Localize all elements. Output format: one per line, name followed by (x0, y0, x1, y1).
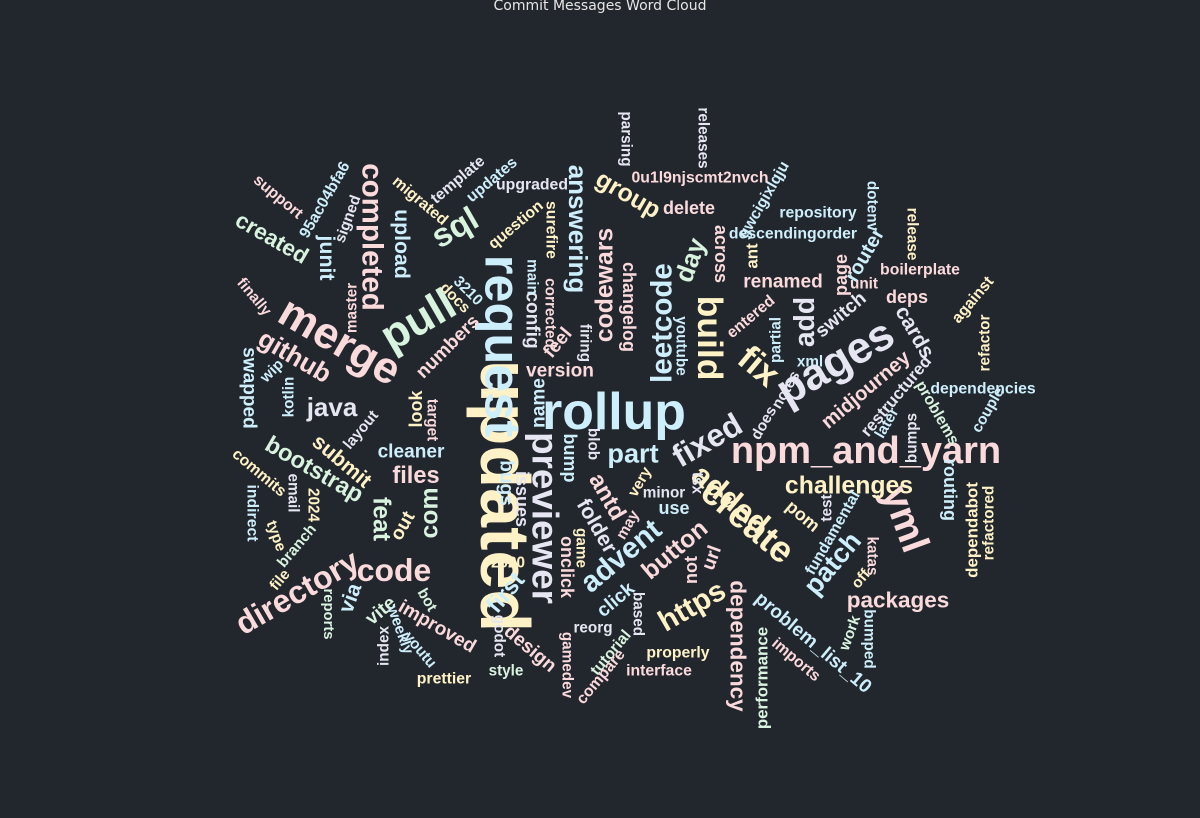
word-updated: updated (466, 360, 544, 632)
word-katas: katas (864, 536, 881, 575)
word-minor: minor (643, 485, 686, 502)
word-bump: bump (560, 434, 580, 483)
word-upload: upload (390, 209, 414, 279)
word-changelog: changelog (619, 262, 639, 352)
word-not: not (681, 556, 701, 584)
word-game: game (573, 528, 590, 568)
word-look: look (406, 390, 426, 428)
word-interface: interface (626, 663, 692, 680)
word-index: index (376, 626, 393, 666)
word-dependabot: dependabot (963, 482, 982, 578)
word-refactor: refactor (977, 314, 994, 371)
word-deps: deps (886, 287, 928, 307)
word-java: java (306, 392, 358, 422)
word-delete: delete (663, 198, 715, 218)
word-routing: routing (940, 459, 960, 521)
word-renamed: renamed (743, 272, 823, 293)
word-bumped: bumped (861, 609, 878, 669)
word-issues: issues (512, 471, 532, 527)
word-based: based (630, 592, 647, 636)
word-files: files (392, 463, 439, 489)
word-releases: releases (695, 107, 712, 168)
word-part: part (607, 438, 658, 469)
word-prettier: prettier (417, 671, 471, 688)
word-finally: finally (233, 275, 275, 320)
word-surefire: surefire (543, 201, 560, 259)
word-cleaner: cleaner (378, 442, 445, 463)
word-test: test (819, 494, 836, 521)
word-add: add (788, 297, 820, 347)
word-challenges: challenges (785, 473, 913, 500)
word-kotlin: kotlin (281, 377, 298, 418)
word-master: master (344, 283, 361, 333)
word-leetcode: leetcode (646, 263, 679, 383)
word-page: page (831, 254, 851, 296)
word-npm-and-yarn: npm_and_yarn (731, 430, 1001, 472)
word-godot: godot (491, 615, 508, 657)
word-release: release (904, 208, 921, 261)
word-swapped: swapped (239, 347, 260, 429)
word-performance: performance (753, 627, 772, 729)
word-target: target (424, 399, 441, 442)
word-corrected: corrected (542, 278, 559, 348)
word-descendingorder: descendingorder (729, 226, 857, 243)
word-across: across (711, 225, 731, 283)
word-main: main (524, 259, 541, 295)
word-repository: repository (779, 205, 856, 222)
word-dependencies: dependencies (930, 381, 1036, 398)
word-2024: 2024 (305, 488, 322, 523)
word-ant: ant (743, 243, 762, 269)
word-reports: reports (320, 589, 336, 640)
word-request: request (475, 255, 532, 438)
word-upgraded: upgraded (496, 177, 568, 194)
word-code: code (357, 552, 431, 588)
word-0u1l9njscmt2nvch: 0u1l9njscmt2nvch (632, 170, 769, 187)
word-youtube: youtube (673, 316, 690, 376)
word-partial: partial (768, 317, 785, 363)
word-feat: feat (368, 497, 395, 541)
word-reorg: reorg (573, 620, 612, 637)
word-day: day (668, 233, 712, 286)
word-email: email (285, 473, 302, 512)
word-style: style (489, 663, 524, 680)
word-codewars: codewars (592, 228, 619, 342)
word-question: question (485, 197, 546, 252)
word-gamedev: gamedev (559, 632, 576, 699)
word-name: name (529, 378, 550, 428)
word-url: url (698, 543, 726, 573)
word-answering: answering (563, 165, 593, 294)
word-dependency: dependency (726, 580, 751, 712)
word-tsx: tsx (689, 472, 706, 495)
word-use: use (658, 498, 689, 518)
word-previewer: previewer (525, 432, 566, 604)
word-unit: unit (850, 276, 878, 293)
word-refactored: refactored (981, 486, 998, 561)
word-firing: firing (577, 324, 594, 362)
word-properly: properly (646, 645, 709, 662)
word-parsing: parsing (618, 111, 635, 166)
word-2020: 2020 (491, 555, 525, 572)
word-com: com (417, 488, 444, 539)
word-build: build (690, 296, 730, 381)
word-xml: xml (797, 354, 823, 371)
word-boilerplate: boilerplate (880, 262, 960, 279)
word-blob: blob (585, 428, 602, 460)
word-created: created (231, 207, 313, 269)
word-junit: junit (315, 235, 339, 281)
word-indirect: indirect (244, 484, 261, 542)
word-bumps: bumps (904, 413, 921, 463)
word-completed: completed (356, 163, 389, 311)
word-onclick: onclick (557, 536, 577, 599)
word-packages: packages (847, 588, 950, 613)
word-config: config (522, 291, 543, 348)
chart-title: Commit Messages Word Cloud (493, 0, 707, 14)
word-bugs: bugs (496, 460, 517, 506)
word-work: work (836, 613, 865, 654)
word-rollup: rollup (542, 382, 686, 440)
word-version: version (526, 361, 594, 382)
word-dotenv: dotenv (864, 181, 881, 232)
